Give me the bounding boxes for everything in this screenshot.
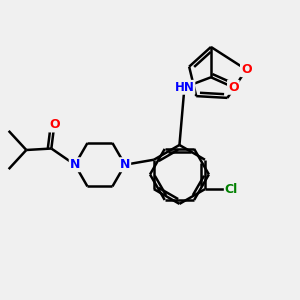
Text: HN: HN — [175, 81, 194, 94]
Text: O: O — [241, 63, 252, 76]
Text: Cl: Cl — [225, 183, 238, 196]
Text: N: N — [120, 158, 130, 171]
Text: O: O — [49, 118, 60, 131]
Text: N: N — [70, 158, 80, 171]
Text: O: O — [228, 81, 238, 94]
